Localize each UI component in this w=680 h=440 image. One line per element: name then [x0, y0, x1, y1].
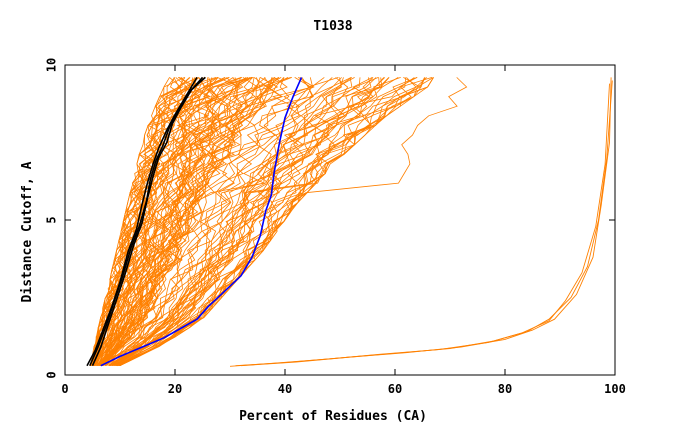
model-curve — [108, 77, 339, 367]
model-curve — [94, 77, 209, 366]
model-curve — [91, 77, 183, 366]
x-tick-label: 20 — [168, 382, 182, 396]
model-curve — [100, 77, 290, 366]
orange-series-line — [229, 83, 610, 367]
x-tick-label: 100 — [604, 382, 626, 396]
model-curve — [105, 77, 312, 366]
model-curve — [109, 77, 349, 367]
x-tick-label: 80 — [498, 382, 512, 396]
model-curve — [110, 77, 390, 367]
model-curve — [116, 77, 407, 367]
model-curve — [115, 77, 415, 367]
model-curve — [94, 77, 219, 366]
model-curve — [102, 77, 282, 366]
orange-series-line — [240, 77, 612, 367]
model-curve — [104, 77, 310, 367]
black-series-line — [91, 76, 206, 367]
y-tick-label: 10 — [45, 58, 59, 72]
model-curve — [110, 77, 383, 367]
chart-title: T1038 — [313, 19, 352, 34]
model-curve — [110, 77, 353, 367]
model-curve — [98, 77, 247, 366]
model-curve — [93, 77, 200, 366]
model-curve — [113, 77, 372, 367]
model-curve — [93, 77, 230, 366]
x-axis-label: Percent of Residues (CA) — [239, 409, 427, 424]
plot-marks — [86, 76, 613, 367]
model-curve — [109, 77, 342, 367]
model-curve — [92, 77, 186, 366]
model-curve — [96, 77, 253, 366]
model-curve — [105, 77, 313, 367]
model-curve — [97, 77, 244, 366]
model-curve — [114, 77, 390, 367]
model-curve — [96, 77, 242, 366]
model-curve — [94, 77, 206, 366]
model-curve — [97, 77, 252, 366]
orange-series-line — [235, 80, 613, 367]
y-axis-label: Distance Cutoff, A — [20, 161, 35, 302]
black-series-line — [86, 76, 198, 367]
model-curve — [102, 77, 279, 366]
model-curve — [113, 77, 385, 367]
model-curve — [110, 77, 353, 367]
y-tick-label: 5 — [45, 216, 59, 223]
y-tick-label: 0 — [45, 371, 59, 378]
model-curve — [117, 77, 418, 367]
x-tick-label: 0 — [61, 382, 68, 396]
model-curve — [90, 77, 204, 366]
model-curve — [110, 77, 355, 367]
model-curve — [96, 77, 242, 366]
x-tick-label: 40 — [278, 382, 292, 396]
blue-series-line — [100, 77, 303, 367]
model-curve — [99, 77, 275, 366]
model-curve — [100, 77, 288, 366]
axis-ticks: 0 20 40 60 80 100 0 5 10 — [45, 58, 626, 396]
x-tick-label: 60 — [388, 382, 402, 396]
model-curve — [102, 77, 289, 367]
model-curve — [99, 77, 241, 366]
model-curve — [119, 77, 434, 367]
